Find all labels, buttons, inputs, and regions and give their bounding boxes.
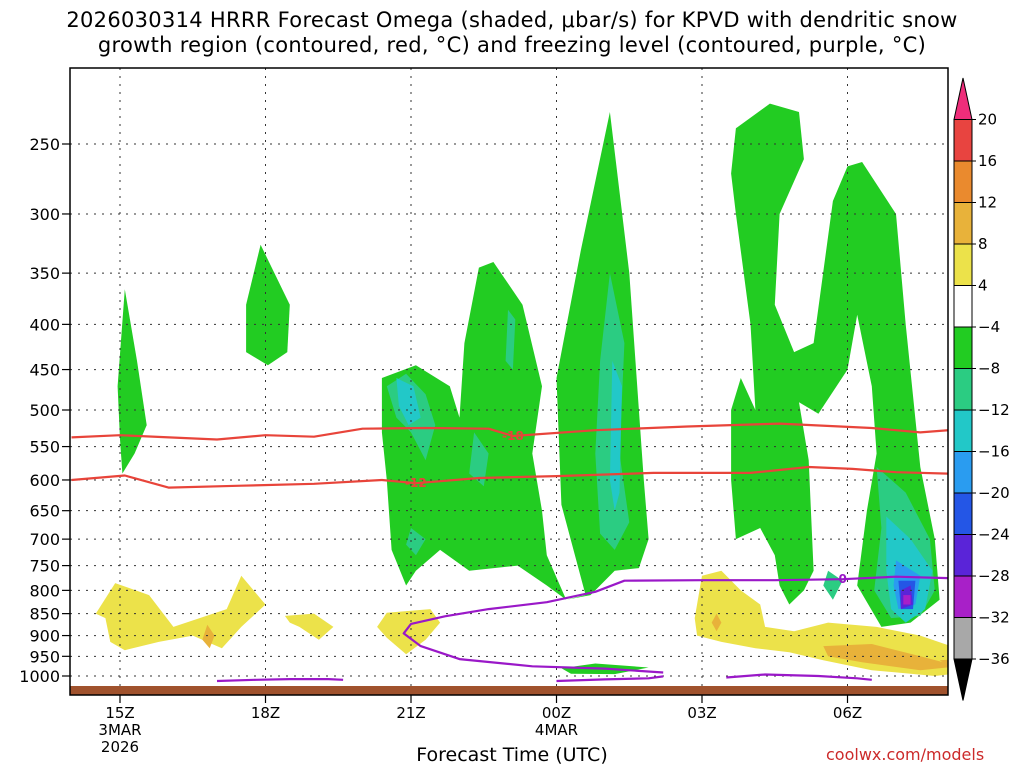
x-tick-label-30-0: 06Z <box>833 704 862 722</box>
colorbar-label-7: −12 <box>978 401 1010 419</box>
omega-region-12 <box>396 378 421 426</box>
y-tick-label-700: 700 <box>29 530 60 549</box>
colorbar-label-0: 20 <box>978 111 997 129</box>
plot-frame <box>69 67 949 696</box>
omega-region-10 <box>823 570 843 600</box>
colorbar-swatch-8 <box>953 409 973 452</box>
gridlines <box>70 68 948 695</box>
omega-region-8 <box>505 309 516 370</box>
contour-layer: -18 -12 0 <box>71 422 948 683</box>
x-tick-label-24-1: 4MAR <box>535 721 578 739</box>
y-tick-label-500: 500 <box>29 401 60 420</box>
y-axis-pressure: 250 300 350 400 450 500 550 600 650 700 750 800 850 9… <box>19 135 70 686</box>
colorbar-label-2: 12 <box>978 194 997 212</box>
colorbar-swatch-9 <box>953 451 973 494</box>
colorbar-swatch-7 <box>953 368 973 411</box>
omega-region-1 <box>246 244 290 366</box>
y-tick-label-850: 850 <box>29 605 60 624</box>
colorbar-swatch-1 <box>953 119 973 162</box>
x-tick-label-15-2: 2026 <box>101 738 139 756</box>
ground-terrain-bar <box>70 686 948 695</box>
colorbar-label-4: 4 <box>978 277 988 295</box>
y-tick-label-350: 350 <box>29 264 60 283</box>
x-axis-title: Forecast Time (UTC) <box>416 744 608 766</box>
dgz-contour-1 <box>71 465 948 489</box>
colorbar-swatch-13 <box>953 617 973 660</box>
colorbar-label-3: 8 <box>978 235 988 253</box>
omega-region-0 <box>117 289 147 474</box>
dgz-contour-0 <box>71 422 948 441</box>
colorbar-swatch-10 <box>953 492 973 535</box>
freezing-level-contour-0-label: 0 <box>838 572 846 586</box>
y-tick-label-400: 400 <box>29 315 60 334</box>
colorbar-swatch-6 <box>953 326 973 369</box>
omega-region-20 <box>284 613 334 640</box>
colorbar-swatch-2 <box>953 160 973 203</box>
colorbar-label-10: −24 <box>978 526 1010 544</box>
y-tick-label-250: 250 <box>29 135 60 154</box>
chart-title-line-2: growth region (contoured, red, °C) and f… <box>97 33 927 57</box>
freezing-level-contour-2 <box>556 675 664 683</box>
colorbar-swatch-4 <box>953 243 973 286</box>
y-tick-label-750: 750 <box>29 557 60 576</box>
colorbar-swatch-5 <box>953 285 973 328</box>
y-tick-label-950: 950 <box>29 647 60 666</box>
colorbar-arrow-top <box>953 77 973 120</box>
dgz-contour-1-label: -12 <box>405 476 427 490</box>
x-tick-label-21-0: 21Z <box>396 704 425 722</box>
colorbar-label-12: −32 <box>978 609 1010 627</box>
credit-link[interactable]: coolwx.com/models <box>826 745 985 764</box>
y-tick-label-300: 300 <box>29 205 60 224</box>
omega-region-24 <box>711 613 722 632</box>
colorbar-swatch-3 <box>953 202 973 245</box>
y-tick-label-450: 450 <box>29 361 60 380</box>
colorbar-label-8: −16 <box>978 443 1010 461</box>
y-tick-label-650: 650 <box>29 502 60 521</box>
x-tick-label-24-0: 00Z <box>542 704 571 722</box>
colorbar-label-6: −8 <box>978 360 1000 378</box>
y-tick-label-550: 550 <box>29 438 60 457</box>
y-tick-label-800: 800 <box>29 581 60 600</box>
x-tick-label-18-0: 18Z <box>251 704 280 722</box>
omega-region-25 <box>823 644 948 671</box>
colorbar-label-5: −4 <box>978 318 1000 336</box>
dgz-contour-0-label: -18 <box>502 429 524 443</box>
colorbar-label-1: 16 <box>978 152 997 170</box>
y-tick-label-600: 600 <box>29 471 60 490</box>
omega-region-19 <box>95 575 266 651</box>
omega-region-18 <box>903 595 911 605</box>
freezing-level-contour-1 <box>216 677 344 683</box>
omega-region-26 <box>939 659 948 666</box>
freezing-level-contour-3 <box>726 673 872 681</box>
x-tick-label-15-0: 15Z <box>105 704 134 722</box>
colorbar-arrow-bottom <box>953 658 973 701</box>
colorbar-swatch-12 <box>953 575 973 618</box>
chart-title-line-1: 2026030314 HRRR Forecast Omega (shaded, … <box>66 8 958 32</box>
colorbar-label-9: −20 <box>978 484 1010 502</box>
colorbar-label-13: −36 <box>978 650 1010 668</box>
x-tick-label-15-1: 3MAR <box>98 721 141 739</box>
y-tick-label-1000: 1000 <box>19 667 60 686</box>
colorbar-swatch-11 <box>953 534 973 577</box>
freezing-level-contour-0 <box>402 575 948 674</box>
omega-region-7 <box>469 432 489 487</box>
omega-region-23 <box>202 624 215 649</box>
colorbar-label-11: −28 <box>978 567 1010 585</box>
y-tick-label-900: 900 <box>29 627 60 646</box>
omega-shading-layer <box>95 103 948 676</box>
colorbar: 20 16 12 8 4 −4 −8 −12 −16 −20 −24 −28 −32 −36 <box>953 77 1010 701</box>
x-tick-label-27-0: 03Z <box>687 704 716 722</box>
omega-region-2 <box>381 112 649 600</box>
